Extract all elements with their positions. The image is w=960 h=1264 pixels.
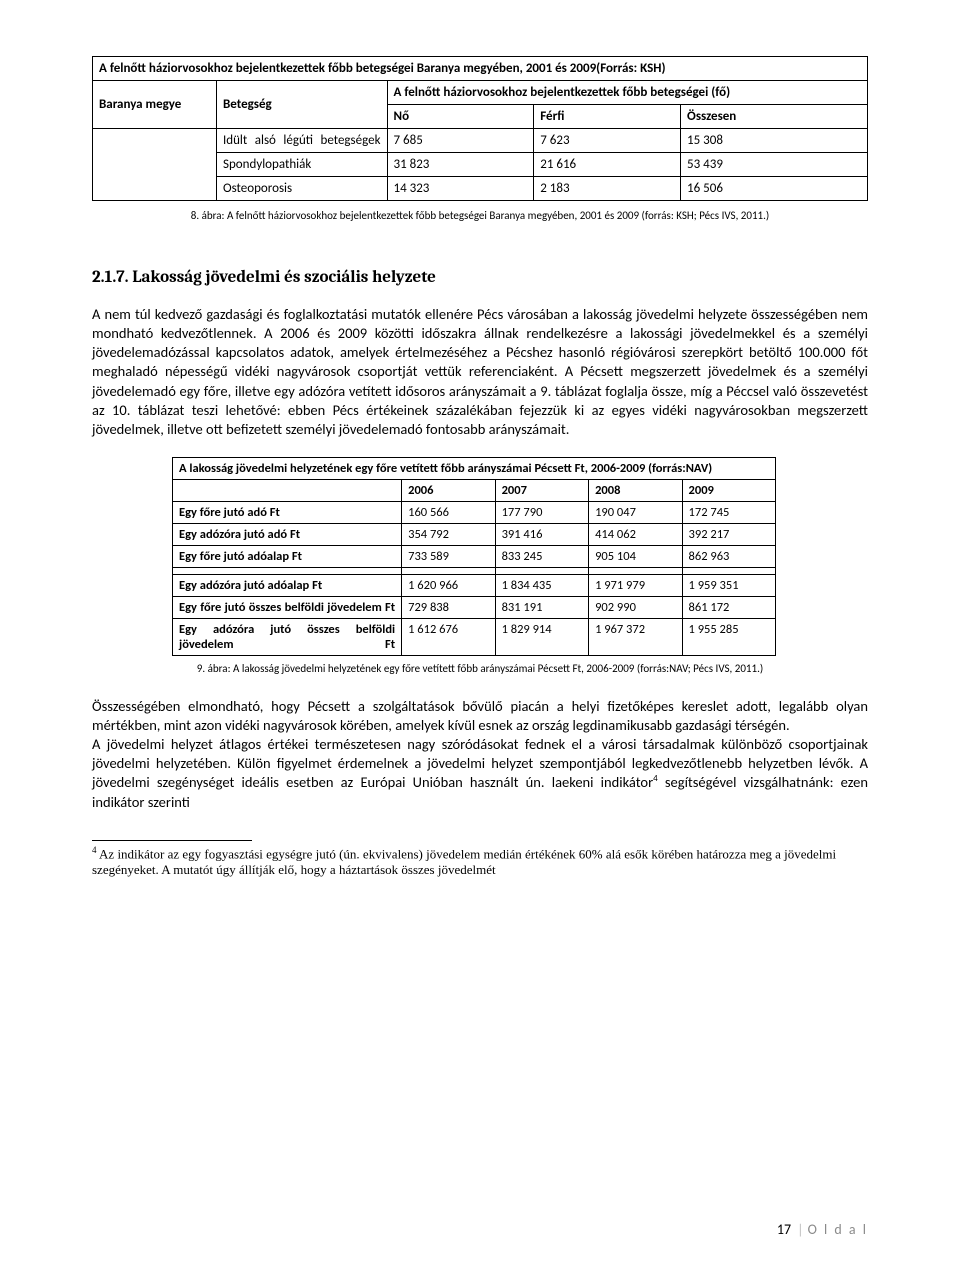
cell: 1 967 372 [589,618,682,655]
table1-col-disease: Betegség [217,81,388,129]
cell: 7 685 [387,129,534,153]
table2-title: A lakosság jövedelmi helyzetének egy főr… [173,457,776,479]
cell: 905 104 [589,545,682,567]
cell: 392 217 [682,523,775,545]
table-row: Egy főre jutó adóalap Ft 733 589 833 245… [173,545,776,567]
row-label: Egy főre jutó adó Ft [173,501,402,523]
table1-title: A felnőtt háziorvosokhoz bejelentkezette… [93,57,868,81]
cell: 391 416 [495,523,588,545]
cell: 172 745 [682,501,775,523]
year: 2009 [682,479,775,501]
cell: 2 183 [534,177,681,201]
table1-caption: 8. ábra: A felnőtt háziorvosokhoz bejele… [92,209,868,222]
cell: 7 623 [534,129,681,153]
cell: 831 191 [495,596,588,618]
cell: 729 838 [402,596,495,618]
table1-col-women: Nő [387,105,534,129]
cell: 861 172 [682,596,775,618]
cell: 31 823 [387,153,534,177]
row-label: Egy adózóra jutó adóalap Ft [173,574,402,596]
year: 2006 [402,479,495,501]
cell: 160 566 [402,501,495,523]
cell: 1 829 914 [495,618,588,655]
cell: 414 062 [589,523,682,545]
table-row: Egy főre jutó összes belföldi jövedelem … [173,596,776,618]
table1-subheader: A felnőtt háziorvosokhoz bejelentkezette… [387,81,868,105]
disease-label: Idült alsó légúti betegségek [217,129,388,153]
cell: 354 792 [402,523,495,545]
table2-caption: 9. ábra: A lakosság jövedelmi helyzeténe… [92,662,868,675]
row-label: Egy főre jutó összes belföldi jövedelem … [173,596,402,618]
section-title: Lakosság jövedelmi és szociális helyzete [132,268,436,287]
table-row: Idült alsó légúti betegségek 7 685 7 623… [93,129,868,153]
paragraph: A jövedelmi helyzet átlagos értékei term… [92,735,868,812]
disease-label: Osteoporosis [217,177,388,201]
cell: 15 308 [681,129,868,153]
paragraph: Összességében elmondható, hogy Pécsett a… [92,697,868,735]
page-label: O l d a l [808,1221,868,1238]
table2-year-row: 2006 2007 2008 2009 [173,479,776,501]
year: 2007 [495,479,588,501]
cell: 902 990 [589,596,682,618]
cell: 1 834 435 [495,574,588,596]
table-diseases: A felnőtt háziorvosokhoz bejelentkezette… [92,56,868,201]
table1-col-region: Baranya megye [93,81,217,129]
section-heading: 2.1.7. Lakosság jövedelmi és szociális h… [92,268,868,287]
cell: 21 616 [534,153,681,177]
cell: 833 245 [495,545,588,567]
table1-col-total: Összesen [681,105,868,129]
cell: 862 963 [682,545,775,567]
footnote-text: Az indikátor az egy fogyasztási egységre… [92,846,836,877]
table-income-wrap: A lakosság jövedelmi helyzetének egy főr… [172,457,776,656]
section-number: 2.1.7. [92,268,129,287]
cell: 733 589 [402,545,495,567]
row-label: Egy adózóra jutó összes belföldi jövedel… [173,618,402,655]
page-footer: 17|O l d a l [777,1221,868,1238]
paragraph: A nem túl kedvező gazdasági és foglalkoz… [92,305,868,439]
cell: 190 047 [589,501,682,523]
table-income: A lakosság jövedelmi helyzetének egy főr… [172,457,776,656]
cell: 1 620 966 [402,574,495,596]
cell: 1 959 351 [682,574,775,596]
row-label: Egy adózóra jutó adó Ft [173,523,402,545]
table-row: Egy adózóra jutó összes belföldi jövedel… [173,618,776,655]
cell: 14 323 [387,177,534,201]
page-number: 17 [777,1221,791,1238]
page: A felnőtt háziorvosokhoz bejelentkezette… [0,0,960,1264]
cell: 53 439 [681,153,868,177]
footnote: 4 Az indikátor az egy fogyasztási egység… [92,845,868,879]
cell: 177 790 [495,501,588,523]
year: 2008 [589,479,682,501]
table-row: Egy adózóra jutó adóalap Ft 1 620 966 1 … [173,574,776,596]
cell: 1 612 676 [402,618,495,655]
cell: 16 506 [681,177,868,201]
table-row: Egy főre jutó adó Ft 160 566 177 790 190… [173,501,776,523]
disease-label: Spondylopathiák [217,153,388,177]
cell: 1 955 285 [682,618,775,655]
table-row: Egy adózóra jutó adó Ft 354 792 391 416 … [173,523,776,545]
cell: 1 971 979 [589,574,682,596]
table1-col-men: Férfi [534,105,681,129]
footnote-separator [92,840,252,841]
row-label: Egy főre jutó adóalap Ft [173,545,402,567]
